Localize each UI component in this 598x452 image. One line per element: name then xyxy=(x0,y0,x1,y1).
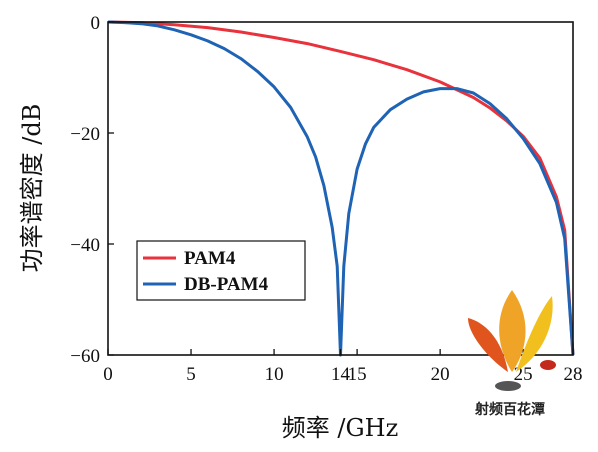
y-tick-label: −60 xyxy=(70,346,100,367)
x-axis-title: 频率 /GHz xyxy=(282,414,398,442)
legend-label-pam4: PAM4 xyxy=(184,248,236,269)
x-tick-label: 28 xyxy=(564,364,583,385)
watermark-logo: 射频百花潭 xyxy=(468,290,556,418)
y-tick-label: 0 xyxy=(91,13,101,34)
x-tick-label: 25 xyxy=(514,364,533,385)
y-ticks: 0 −20 −40 −60 xyxy=(70,13,114,367)
logo-base xyxy=(495,381,521,391)
y-tick-label: −40 xyxy=(70,235,100,256)
y-axis-title: 功率谱密度 /dB xyxy=(18,104,46,273)
y-tick-label: −20 xyxy=(70,124,100,145)
logo-red-dot xyxy=(540,360,556,370)
watermark-text: 射频百花潭 xyxy=(474,401,545,418)
logo-petal-left xyxy=(468,318,508,372)
x-tick-label: 20 xyxy=(431,364,450,385)
series-line-db-pam4 xyxy=(107,20,575,357)
x-tick-label: 14 xyxy=(331,364,351,385)
x-tick-label: 5 xyxy=(186,364,196,385)
series-layer xyxy=(107,20,575,357)
x-tick-label: 0 xyxy=(103,364,113,385)
x-tick-label: 15 xyxy=(348,364,367,385)
legend-box xyxy=(136,240,306,301)
legend: PAM4 DB-PAM4 xyxy=(136,240,306,301)
logo-petal-center xyxy=(499,290,526,372)
series-line-pam4 xyxy=(107,20,575,356)
legend-label-db-pam4: DB-PAM4 xyxy=(184,274,269,295)
plot-frame xyxy=(107,21,574,356)
logo-petal-right xyxy=(516,296,553,372)
x-tick-label: 10 xyxy=(265,364,284,385)
